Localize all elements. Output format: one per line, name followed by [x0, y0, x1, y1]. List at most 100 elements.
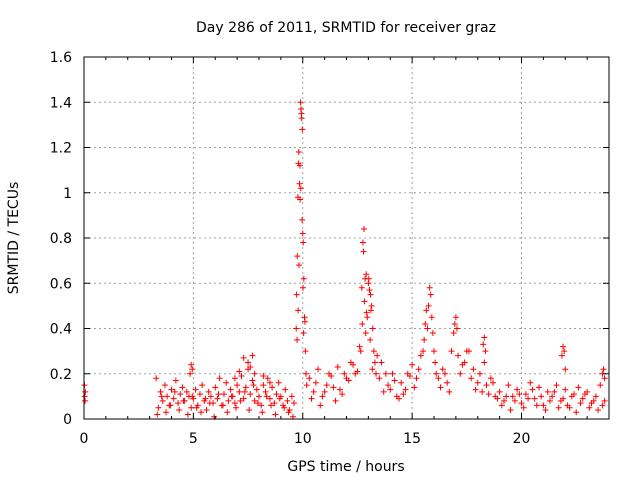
data-point — [597, 382, 604, 389]
data-point — [180, 397, 187, 404]
data-point — [522, 391, 529, 398]
data-point — [424, 325, 431, 332]
data-point — [284, 397, 291, 404]
data-point — [441, 370, 448, 377]
data-point — [167, 402, 174, 409]
data-point — [296, 162, 303, 169]
data-point — [518, 400, 525, 407]
data-point — [272, 411, 279, 418]
data-point — [562, 366, 569, 373]
data-point — [369, 325, 376, 332]
data-point — [260, 382, 267, 389]
data-point — [396, 395, 402, 402]
data-point — [192, 386, 199, 393]
data-point — [476, 370, 483, 377]
data-point — [264, 375, 271, 382]
data-point — [398, 379, 405, 386]
data-point — [249, 352, 256, 359]
y-tick-label: 0.2 — [50, 367, 72, 383]
x-axis-label: GPS time / hours — [287, 459, 404, 475]
data-point — [586, 404, 593, 411]
data-point — [459, 361, 466, 368]
data-point — [215, 391, 222, 398]
data-point — [374, 352, 381, 359]
data-point — [260, 373, 267, 380]
data-point — [199, 382, 206, 389]
data-point — [347, 359, 354, 366]
data-point — [433, 370, 440, 377]
data-point — [233, 404, 240, 411]
data-point — [317, 402, 324, 409]
data-point — [273, 391, 280, 398]
data-point — [240, 354, 247, 361]
data-point — [446, 388, 453, 395]
x-tick-label: 0 — [80, 431, 89, 447]
grid — [84, 57, 609, 419]
data-point — [601, 397, 608, 404]
x-tick-label: 20 — [513, 431, 531, 447]
data-point — [258, 402, 265, 409]
data-point — [300, 239, 307, 246]
data-point — [439, 366, 446, 373]
data-point — [206, 400, 213, 407]
data-point — [470, 366, 477, 373]
data-point — [223, 379, 230, 386]
data-point — [176, 406, 183, 413]
data-point — [249, 377, 256, 384]
data-point — [187, 370, 194, 377]
data-point — [321, 388, 328, 395]
data-point — [423, 307, 430, 314]
data-point — [546, 397, 553, 404]
data-point — [172, 377, 179, 384]
data-point — [158, 393, 165, 400]
data-point — [599, 402, 606, 409]
data-point — [179, 384, 186, 391]
data-point — [429, 330, 436, 337]
data-point — [207, 393, 214, 400]
data-point — [425, 302, 432, 309]
data-point — [189, 393, 196, 400]
chart-title: Day 286 of 2011, SRMTID for receiver gra… — [196, 20, 496, 36]
data-point — [297, 196, 304, 203]
data-point — [581, 391, 588, 398]
y-tick-label: 1.2 — [50, 141, 72, 157]
data-point — [266, 395, 273, 402]
data-point — [359, 320, 366, 327]
data-point — [341, 370, 348, 377]
data-point — [404, 370, 411, 377]
data-point — [483, 382, 490, 389]
data-point — [334, 363, 341, 370]
data-point — [601, 375, 608, 382]
data-point — [363, 271, 370, 278]
data-point — [435, 375, 442, 382]
data-point — [378, 359, 385, 366]
data-point — [595, 406, 602, 413]
data-point — [193, 404, 200, 411]
y-tick-label: 1.6 — [50, 50, 72, 66]
data-point — [268, 402, 275, 409]
data-point — [175, 400, 182, 407]
data-point — [282, 386, 289, 393]
data-point — [263, 393, 270, 400]
data-point — [421, 336, 428, 343]
data-point — [238, 373, 245, 380]
data-point — [299, 230, 306, 237]
data-point — [240, 395, 247, 402]
data-point — [551, 388, 558, 395]
data-point — [448, 348, 455, 355]
data-point — [163, 409, 170, 416]
data-point — [472, 386, 479, 393]
data-point — [159, 397, 166, 404]
data-point — [415, 366, 422, 373]
data-point — [82, 397, 89, 404]
data-points — [81, 99, 608, 420]
data-point — [299, 216, 306, 223]
data-point — [573, 409, 580, 416]
data-point — [387, 386, 394, 393]
data-point — [336, 386, 343, 393]
data-point — [203, 406, 210, 413]
data-point — [236, 368, 243, 375]
data-point — [453, 325, 460, 332]
data-point — [221, 391, 227, 398]
